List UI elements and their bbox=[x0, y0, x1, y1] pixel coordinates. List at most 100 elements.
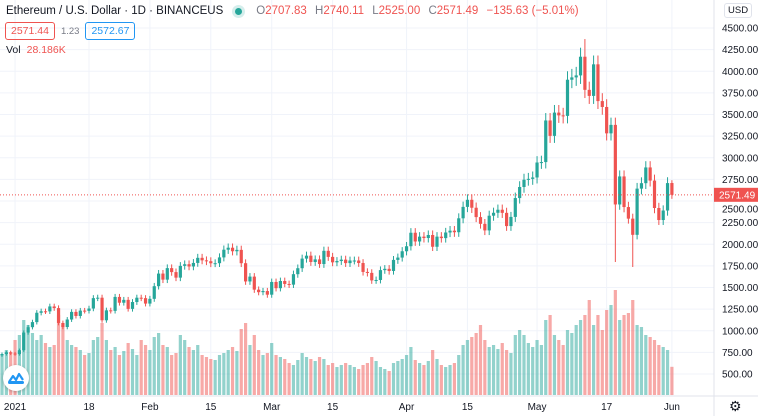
volume-bar bbox=[278, 357, 282, 395]
candle-body bbox=[487, 215, 491, 231]
candle-body bbox=[613, 124, 617, 205]
volume-bar bbox=[43, 343, 48, 395]
volume-bar bbox=[26, 325, 30, 395]
volume-bar bbox=[361, 365, 365, 395]
candle-body bbox=[74, 311, 78, 316]
volume-bar bbox=[170, 355, 174, 395]
volume-bar bbox=[605, 310, 609, 395]
candle-body bbox=[148, 298, 152, 304]
y-tick-label: 500.00 bbox=[722, 370, 753, 381]
candle-body bbox=[539, 162, 543, 164]
volume-bar bbox=[139, 340, 143, 395]
volume-bar bbox=[117, 355, 122, 395]
candle-body bbox=[496, 209, 500, 213]
candle-body bbox=[78, 310, 82, 316]
x-tick-label: 2021 bbox=[4, 402, 27, 413]
sell-button[interactable]: 2571.44 bbox=[5, 22, 55, 40]
volume-bar bbox=[391, 363, 396, 395]
candle-body bbox=[100, 297, 104, 321]
settings-gear-icon[interactable]: ⚙ bbox=[729, 398, 742, 414]
candle-body bbox=[70, 311, 74, 320]
candle-body bbox=[578, 56, 583, 76]
y-tick-label: 750.00 bbox=[722, 348, 753, 359]
volume-bar bbox=[157, 333, 161, 395]
candle-body bbox=[457, 218, 461, 233]
candle-body bbox=[274, 281, 278, 289]
candle-body bbox=[130, 302, 135, 309]
volume-bar bbox=[535, 340, 539, 395]
volume-bar bbox=[126, 343, 130, 395]
candle-body bbox=[270, 281, 274, 295]
candle-body bbox=[526, 178, 530, 180]
candle-body bbox=[13, 353, 17, 355]
candle-body bbox=[213, 263, 217, 265]
candle-body bbox=[409, 232, 413, 247]
candle-body bbox=[331, 256, 335, 263]
candle-body bbox=[461, 206, 465, 219]
volume-bar bbox=[230, 347, 235, 395]
volume-value: 28.186K bbox=[26, 44, 66, 56]
volume-bar bbox=[274, 355, 278, 395]
candle-body bbox=[344, 259, 348, 264]
candle-body bbox=[204, 260, 209, 262]
candle-body bbox=[17, 350, 21, 355]
volume-bar bbox=[191, 350, 195, 395]
candle-body bbox=[404, 246, 409, 252]
candle-body bbox=[56, 308, 61, 323]
tradingview-logo-icon[interactable] bbox=[3, 365, 29, 391]
volume-bar bbox=[91, 340, 95, 395]
volume-bar bbox=[291, 365, 296, 395]
candle-body bbox=[87, 308, 91, 311]
candle-body bbox=[418, 236, 422, 242]
volume-bar bbox=[178, 335, 182, 395]
volume-bar bbox=[152, 337, 156, 395]
candle-body bbox=[365, 271, 369, 273]
candle-body bbox=[104, 310, 108, 321]
candle-body bbox=[65, 319, 69, 328]
y-tick-label: 3000.00 bbox=[722, 153, 758, 164]
candle-body bbox=[209, 261, 213, 264]
symbol-title[interactable]: Ethereum / U.S. Dollar · 1D · BINANCEUS bbox=[6, 5, 224, 17]
y-tick-label: 4500.00 bbox=[722, 24, 758, 35]
volume-bar bbox=[509, 353, 513, 395]
candle-body bbox=[574, 75, 578, 78]
candle-body bbox=[91, 298, 95, 309]
candle-body bbox=[396, 257, 400, 260]
spread-value: 1.23 bbox=[60, 25, 80, 37]
candle-body bbox=[139, 297, 143, 299]
volume-bar bbox=[313, 361, 317, 395]
x-tick-label: 18 bbox=[83, 402, 95, 413]
volume-bar bbox=[635, 325, 639, 395]
volume-bar bbox=[592, 325, 596, 395]
currency-button[interactable]: USD bbox=[724, 3, 753, 18]
high-label: H bbox=[315, 5, 324, 17]
candle-body bbox=[300, 258, 304, 269]
volume-bar bbox=[248, 345, 252, 395]
candle-body bbox=[296, 268, 300, 275]
volume-bar bbox=[452, 363, 456, 395]
volume-bar bbox=[48, 347, 52, 395]
candle-body bbox=[200, 257, 204, 261]
candle-body bbox=[522, 179, 526, 187]
volume-bar bbox=[265, 353, 269, 395]
volume-bar bbox=[244, 323, 248, 395]
volume-bar bbox=[609, 305, 613, 395]
volume-bar bbox=[122, 351, 126, 395]
x-tick-label: 15 bbox=[462, 402, 474, 413]
y-tick-label: 2000.00 bbox=[722, 240, 758, 251]
buy-button[interactable]: 2572.67 bbox=[85, 22, 136, 40]
volume-bar bbox=[226, 350, 230, 395]
candle-body bbox=[161, 273, 165, 280]
candle-body bbox=[61, 322, 65, 328]
volume-bar bbox=[339, 365, 343, 395]
volume-bar bbox=[52, 345, 56, 395]
volume-bar bbox=[83, 355, 87, 395]
last-price-label: 2571.49 bbox=[719, 190, 756, 201]
candle-body bbox=[609, 124, 613, 134]
candle-body bbox=[518, 186, 522, 199]
candle-body bbox=[652, 180, 657, 209]
x-tick-label: Jun bbox=[664, 402, 680, 413]
candle-body bbox=[122, 299, 126, 303]
candle-body bbox=[244, 263, 248, 282]
